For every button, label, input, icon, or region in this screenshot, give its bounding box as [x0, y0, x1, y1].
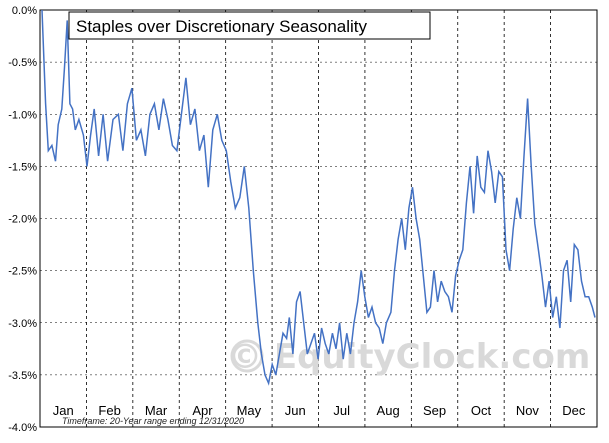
chart-title-box: Staples over Discretionary Seasonality: [68, 11, 431, 40]
y-tick-label: -3.0%: [8, 318, 37, 330]
x-month-label: Jul: [333, 403, 350, 418]
series-line: [41, 9, 596, 386]
y-tick-label: -1.0%: [8, 109, 37, 121]
x-month-label: Nov: [516, 403, 540, 418]
chart-footnote: Timeframe: 20-Year range ending 12/31/20…: [62, 416, 244, 426]
x-month-label: Oct: [471, 403, 492, 418]
y-axis-ticks: 0.0% -0.5% -1.0% -1.5% -2.0% -2.5% -3.0% -3.5% -…: [8, 5, 37, 434]
x-month-label: Jun: [285, 403, 306, 418]
watermark-text: © EquityClock.com: [228, 337, 590, 377]
y-tick-label: -4.0%: [8, 422, 37, 434]
x-month-label: Apr: [192, 403, 213, 418]
y-tick-label: 0.0%: [12, 5, 37, 17]
x-month-label: Jan: [53, 403, 74, 418]
watermark: © EquityClock.com: [228, 337, 590, 377]
x-month-label: Aug: [377, 403, 400, 418]
y-tick-label: -2.5%: [8, 266, 37, 278]
x-month-label: Mar: [145, 403, 168, 418]
x-month-label: Sep: [423, 403, 446, 418]
x-axis-labels: Jan Feb Mar Apr May Jun Jul Aug Sep Oct Nov Dec: [53, 403, 586, 418]
x-month-label: Dec: [562, 403, 586, 418]
y-tick-label: -3.5%: [8, 370, 37, 382]
x-month-label: Feb: [98, 403, 120, 418]
y-tick-label: -0.5%: [8, 57, 37, 69]
title-box-border: [68, 11, 431, 40]
y-tick-label: -1.5%: [8, 161, 37, 173]
chart-title: Staples over Discretionary Seasonality: [76, 17, 368, 36]
x-month-label: May: [237, 403, 262, 418]
y-tick-label: -2.0%: [8, 214, 37, 226]
